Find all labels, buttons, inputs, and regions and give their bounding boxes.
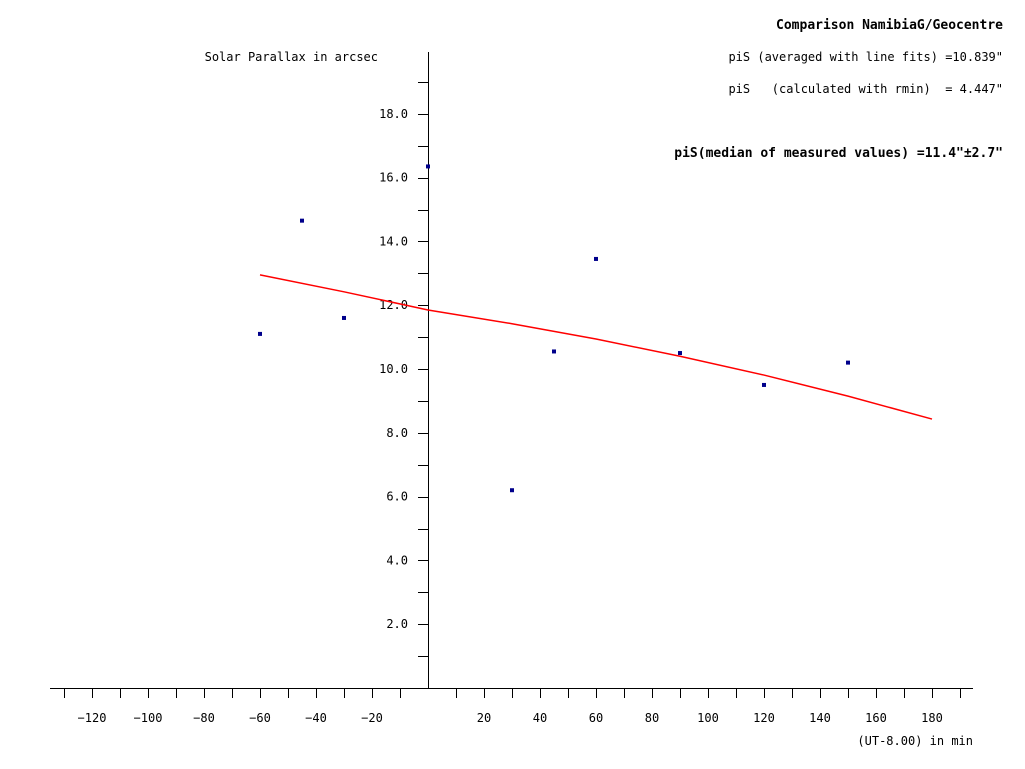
chart-title: Comparison NamibiaG/Geocentre (776, 18, 1003, 33)
y-axis-label: Solar Parallax in arcsec (205, 50, 378, 64)
x-tick-label: −20 (361, 711, 383, 725)
data-point (300, 218, 304, 223)
x-tick-label: 160 (865, 711, 887, 725)
y-tick-label: 16.0 (379, 171, 408, 185)
data-point (552, 349, 556, 354)
y-tick-label: 4.0 (386, 553, 408, 567)
data-point (510, 488, 514, 493)
y-tick-label: 10.0 (379, 362, 408, 376)
x-tick-label: −100 (134, 711, 163, 725)
annotation-averaged: piS (averaged with line fits) =10.839" (728, 50, 1003, 64)
data-point (678, 351, 682, 356)
y-tick-label: 8.0 (386, 426, 408, 440)
data-point (342, 315, 346, 320)
x-axis-label: (UT-8.00) in min (857, 734, 973, 748)
x-tick-label: −40 (305, 711, 327, 725)
data-point (426, 164, 430, 169)
data-point (762, 382, 766, 387)
x-tick-label: −60 (249, 711, 271, 725)
data-point (846, 360, 850, 365)
y-tick-label: 2.0 (386, 617, 408, 631)
fit-line (259, 274, 933, 420)
x-tick-label: 180 (921, 711, 943, 725)
x-tick-label: 120 (753, 711, 775, 725)
x-tick-label: −80 (193, 711, 215, 725)
x-tick-label: 60 (589, 711, 603, 725)
data-point (258, 331, 262, 336)
x-tick-label: 100 (697, 711, 719, 725)
annotation-rmin: piS (calculated with rmin) = 4.447" (728, 82, 1003, 96)
x-tick-label: −120 (78, 711, 107, 725)
annotation-median: piS(median of measured values) =11.4"±2.… (674, 146, 1003, 161)
x-tick-label: 40 (533, 711, 547, 725)
y-tick-label: 18.0 (379, 107, 408, 121)
x-tick-label: 20 (477, 711, 491, 725)
data-point (594, 256, 598, 261)
y-tick-label: 6.0 (386, 490, 408, 504)
y-tick-label: 14.0 (379, 234, 408, 248)
x-tick-label: 140 (809, 711, 831, 725)
x-tick-label: 80 (645, 711, 659, 725)
